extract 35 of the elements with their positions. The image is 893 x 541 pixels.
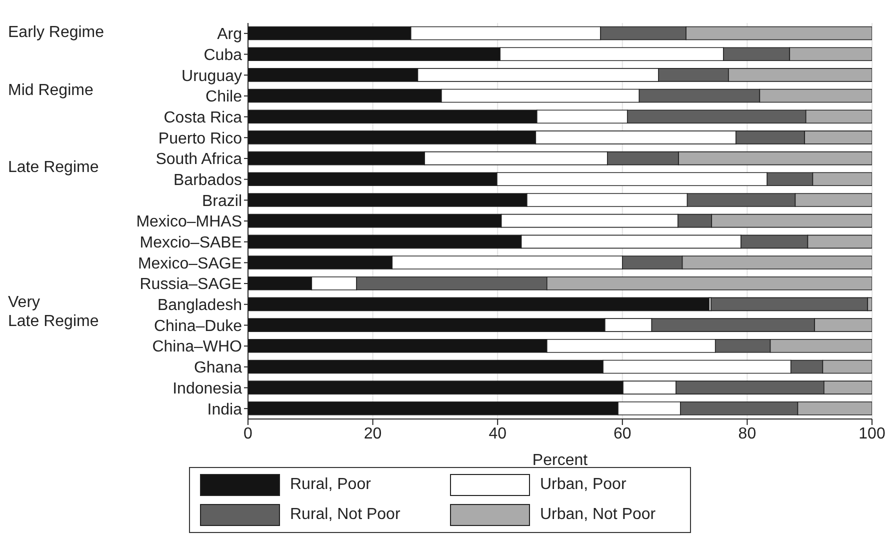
y-tick-label: Mexcio–SABE xyxy=(140,234,242,252)
y-tick-label: Puerto Rico xyxy=(158,130,242,148)
y-tick-label: Mexico–MHAS xyxy=(136,214,242,231)
y-tick-label: China–WHO xyxy=(152,338,242,356)
text: Very Late Regime xyxy=(8,293,99,332)
y-tick-label: Costa Rica xyxy=(164,109,242,126)
y-tick-label: India xyxy=(207,401,242,418)
x-axis-title: Percent xyxy=(532,452,588,469)
y-tick-label: South Africa xyxy=(156,151,242,168)
y-tick-label: Cuba xyxy=(204,46,242,64)
x-tick-label: 60 xyxy=(614,425,632,442)
y-tick-label: Brazil xyxy=(202,192,242,210)
text: Late Regime xyxy=(8,158,99,177)
x-tick-label: 40 xyxy=(488,425,507,442)
y-tick-label: Chile xyxy=(206,88,242,106)
legend-label: Rural, Poor xyxy=(290,476,371,494)
y-tick-label: Indonesia xyxy=(172,380,242,398)
text: Mid Regime xyxy=(8,80,94,100)
bar xyxy=(710,297,868,312)
y-tick-label: Barbados xyxy=(174,172,242,189)
y-tick-label: Russia–SAGE xyxy=(140,276,242,294)
legend-label: Urban, Poor xyxy=(540,476,626,494)
y-tick-label: China–Duke xyxy=(154,318,242,335)
x-tick-label: 0 xyxy=(244,425,253,442)
legend-label: Rural, Not Poor xyxy=(290,506,400,524)
y-tick-label: Arg xyxy=(217,26,242,44)
y-tick-label: Bangladesh xyxy=(157,297,242,314)
x-tick-label: 20 xyxy=(364,425,382,442)
legend-label: Urban, Not Poor xyxy=(540,506,656,524)
y-tick-label: Uruguay xyxy=(182,68,242,85)
x-tick-label: 100 xyxy=(858,425,886,442)
x-tick-label: 80 xyxy=(738,425,756,442)
y-tick-label: Mexico–SAGE xyxy=(138,255,242,272)
y-tick-label: Ghana xyxy=(194,360,242,377)
text: Early Regime xyxy=(8,22,104,42)
